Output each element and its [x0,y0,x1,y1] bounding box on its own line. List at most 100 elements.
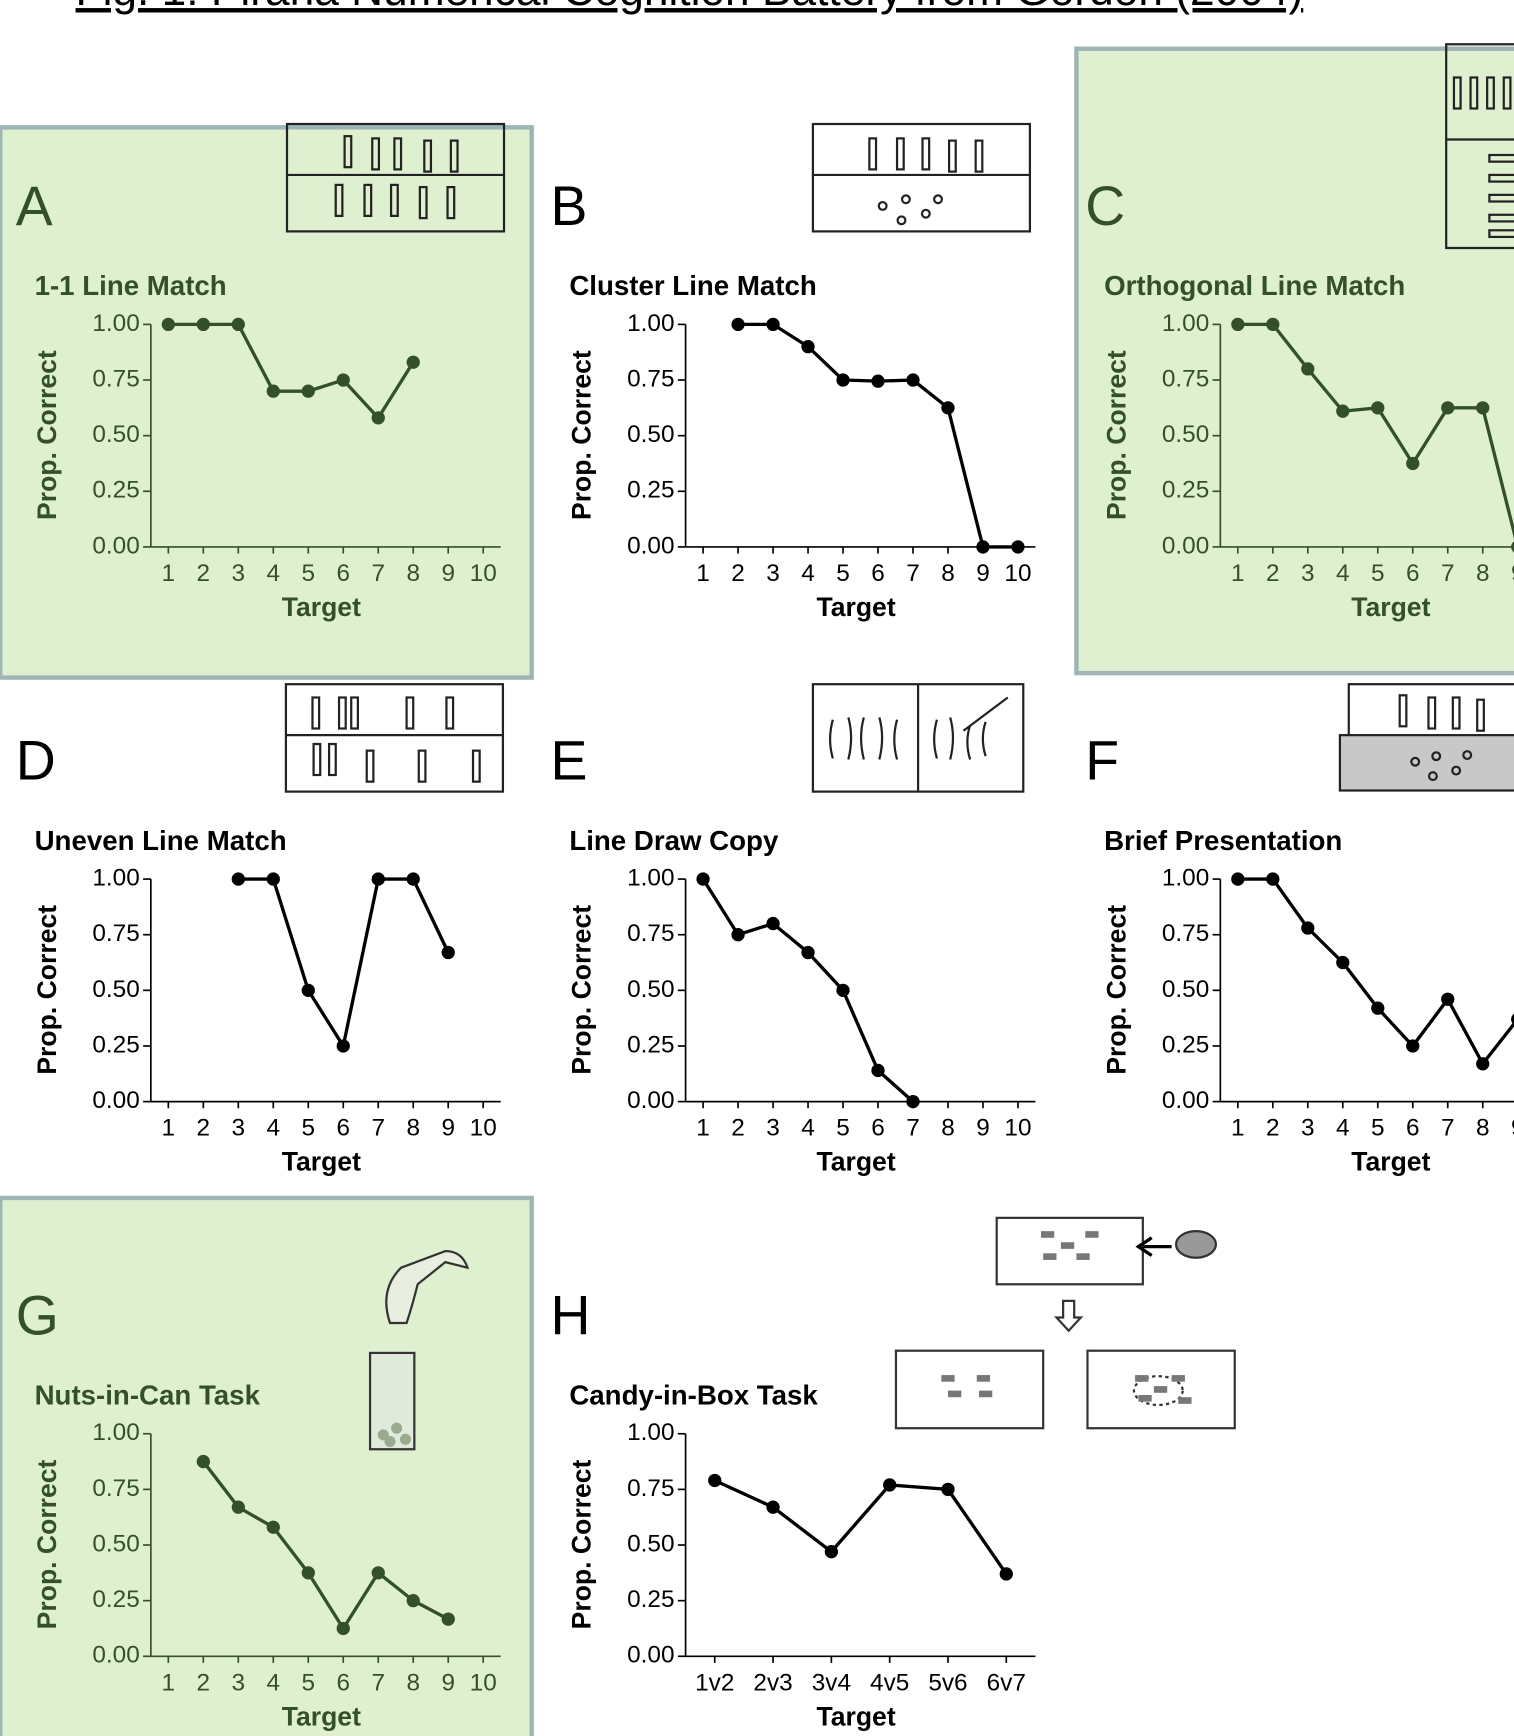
x-axis-label: Target [816,592,895,622]
x-tick-label: 8 [941,560,955,587]
y-tick-label: 0.50 [627,976,674,1003]
data-point [731,317,745,332]
y-tick-label: 0.50 [627,421,674,448]
y-tick-label: 0.00 [627,1087,674,1114]
chart-title: Candy-in-Box Task [569,1380,818,1411]
x-tick-label: 3 [232,1669,246,1696]
chart-title: 1-1 Line Match [35,270,227,301]
y-tick-label: 0.50 [92,1530,139,1557]
y-tick-label: 1.00 [92,1419,139,1446]
y-axis-label: Prop. Correct [32,350,62,520]
data-point [824,1545,839,1559]
x-tick-label: 8 [1476,560,1490,587]
y-tick-label: 0.75 [627,920,674,947]
data-point [1441,401,1455,415]
y-tick-label: 0.50 [1162,976,1209,1003]
x-tick-label: 8 [1476,1115,1490,1142]
x-tick-label: 3 [232,560,246,587]
data-point [766,317,780,332]
y-axis-label: Prop. Correct [567,905,597,1075]
x-tick-label: 3v4 [812,1669,851,1696]
x-tick-label: 7 [906,560,920,587]
data-point [1371,401,1385,415]
data-point [266,384,280,398]
y-tick-label: 0.25 [627,477,674,504]
x-tick-label: 6v7 [987,1669,1026,1696]
x-tick-label: 9 [441,1669,455,1696]
y-tick-label: 0.25 [627,1586,674,1613]
panel-letter: C [1085,175,1125,237]
data-point [406,872,420,886]
data-point [999,1567,1013,1581]
x-tick-label: 1 [162,560,176,587]
x-tick-label: 9 [976,1115,990,1142]
x-axis-label: Target [1351,592,1430,622]
x-tick-label: 3 [232,1115,246,1142]
x-tick-label: 8 [406,1669,420,1696]
data-point [941,401,955,415]
x-tick-label: 7 [371,1115,385,1142]
icon [285,122,506,233]
data-point [1511,1013,1514,1025]
data-point [801,945,815,960]
x-tick-label: 2 [197,1115,211,1142]
x-tick-label: 3 [1301,560,1315,587]
data-point [1406,1039,1420,1053]
y-tick-label: 0.25 [92,1586,139,1613]
x-tick-label: 4 [801,560,815,587]
data-point [301,1566,315,1580]
chart-title: Uneven Line Match [35,825,287,856]
x-tick-label: 3 [766,1115,780,1142]
data-point [1301,921,1315,935]
x-tick-label: 2 [1266,560,1280,587]
data-point [1336,404,1350,418]
y-tick-label: 0.75 [627,1475,674,1502]
y-tick-label: 1.00 [627,1419,674,1446]
data-point [836,373,850,387]
data-point [1011,540,1025,554]
chart-title: Line Draw Copy [569,825,779,856]
data-point [871,1063,885,1078]
x-axis-label: Target [282,1147,361,1177]
x-tick-label: 4 [267,1669,281,1696]
data-point [1476,1057,1490,1071]
y-tick-label: 1.00 [627,865,674,892]
y-axis-label: Prop. Correct [567,350,597,520]
y-tick-label: 1.00 [1162,310,1209,337]
chart-title: Cluster Line Match [569,270,816,301]
data-line [738,322,1018,549]
x-tick-label: 5 [1371,1115,1385,1142]
data-line [714,1478,1008,1575]
x-tick-label: 6 [1406,1115,1420,1142]
data-point [976,540,990,554]
data-point [231,317,245,332]
x-tick-label: 1 [696,1115,710,1142]
panel-letter: E [551,730,588,792]
data-point [1511,541,1514,553]
data-point [696,872,710,886]
y-tick-label: 0.50 [92,421,139,448]
x-tick-label: 5 [836,560,850,587]
x-tick-label: 2 [197,560,211,587]
x-tick-label: 8 [406,1115,420,1142]
x-tick-label: 6 [871,1115,885,1142]
data-point [336,373,350,387]
data-point [336,1039,350,1053]
chart-title: Orthogonal Line Match [1104,270,1405,301]
x-tick-label: 5 [302,1115,316,1142]
x-tick-label: 10 [470,1115,497,1142]
icon [1338,683,1514,792]
icon [894,1216,1236,1430]
y-tick-label: 0.75 [92,1475,139,1502]
x-tick-label: 7 [906,1115,920,1142]
x-tick-label: 9 [1511,560,1514,587]
x-tick-label: 8 [941,1115,955,1142]
y-tick-label: 1.00 [627,310,674,337]
figure-title: Fig. 1: Pirahã Numerical Cognition Batte… [76,0,1304,15]
x-tick-label: 6 [336,1669,350,1696]
data-point [301,983,315,997]
panel-letter: H [551,1284,591,1346]
panel-letter: B [551,175,588,237]
y-tick-label: 0.75 [1162,365,1209,392]
